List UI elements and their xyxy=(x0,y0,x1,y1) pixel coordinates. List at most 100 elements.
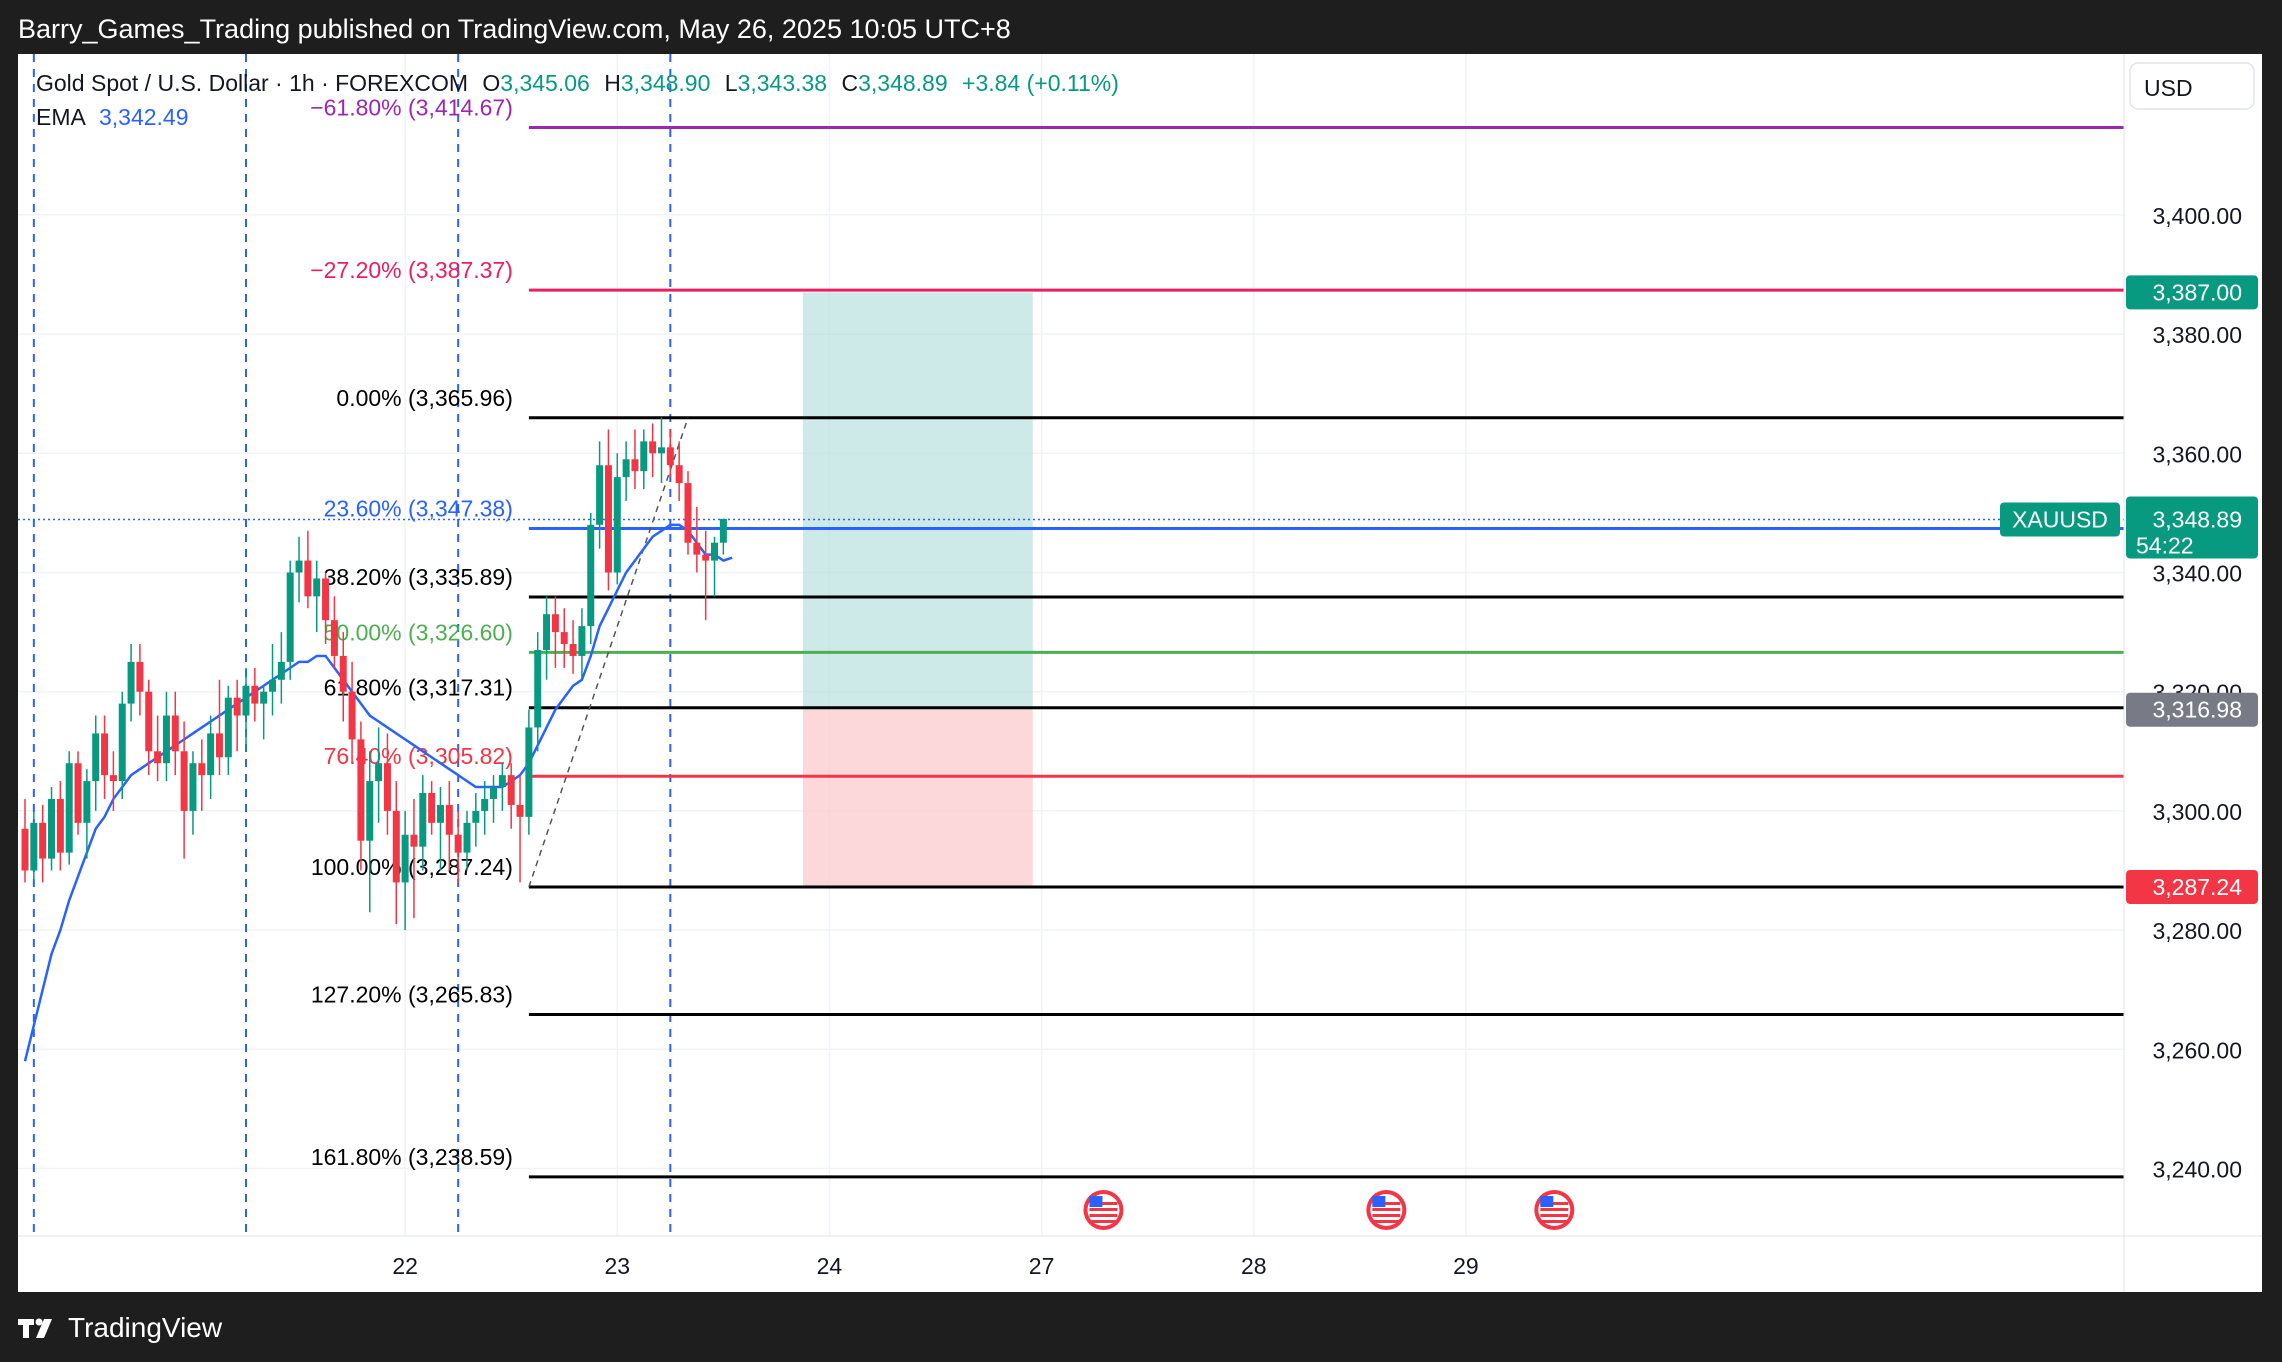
symbol-title[interactable]: Gold Spot / U.S. Dollar · 1h · FOREXCOM xyxy=(36,70,469,96)
candle[interactable] xyxy=(348,661,356,764)
candle[interactable] xyxy=(357,721,365,871)
candle[interactable] xyxy=(21,798,29,883)
symbol-tag[interactable]: XAUUSD xyxy=(2000,502,2120,537)
candle[interactable] xyxy=(162,691,170,782)
candle[interactable] xyxy=(233,679,241,752)
stop-zone[interactable] xyxy=(802,709,1033,887)
candle[interactable] xyxy=(180,721,188,859)
candle[interactable] xyxy=(30,810,38,883)
candle[interactable] xyxy=(242,667,250,752)
us-event-icon[interactable] xyxy=(1534,1190,1575,1230)
candle[interactable] xyxy=(445,781,453,871)
candle[interactable] xyxy=(569,620,577,674)
candle[interactable] xyxy=(322,572,330,645)
candle[interactable] xyxy=(74,751,82,835)
candle[interactable] xyxy=(154,715,162,782)
candle[interactable] xyxy=(454,810,462,883)
chart-frame[interactable]: −61.80% (3,414.67) −27.20% (3,387.37) 0.00… xyxy=(18,54,2262,1292)
candle[interactable] xyxy=(507,763,515,829)
candle[interactable] xyxy=(578,608,586,680)
price-tag[interactable]: 3,316.98 xyxy=(2126,692,2258,727)
candle[interactable] xyxy=(543,596,551,680)
fib-trend-line[interactable] xyxy=(528,417,689,888)
us-event-icon[interactable] xyxy=(1366,1190,1407,1230)
candle[interactable] xyxy=(675,441,683,501)
candle[interactable] xyxy=(136,644,144,716)
candle[interactable] xyxy=(551,596,559,668)
candle[interactable] xyxy=(224,685,232,776)
candle[interactable] xyxy=(428,781,436,835)
price-chart[interactable]: −61.80% (3,414.67) −27.20% (3,387.37) 0.00… xyxy=(18,54,2262,1292)
candle[interactable] xyxy=(693,506,701,573)
candle[interactable] xyxy=(392,781,400,925)
candle[interactable] xyxy=(622,441,630,501)
candle[interactable] xyxy=(215,679,223,776)
candle[interactable] xyxy=(207,715,215,799)
candle[interactable] xyxy=(375,727,383,823)
tradingview-brand[interactable]: TradingView xyxy=(18,1312,222,1344)
candle[interactable] xyxy=(366,751,374,913)
candle[interactable] xyxy=(313,560,321,633)
candle[interactable] xyxy=(472,793,480,847)
candle[interactable] xyxy=(560,608,568,668)
candle[interactable] xyxy=(295,536,303,603)
candle[interactable] xyxy=(436,787,444,871)
candle[interactable] xyxy=(92,715,100,811)
candle[interactable] xyxy=(127,644,135,722)
candle[interactable] xyxy=(666,429,674,478)
candle[interactable] xyxy=(83,769,91,859)
candle[interactable] xyxy=(490,775,498,823)
ema-line[interactable] xyxy=(23,523,733,1062)
candle[interactable] xyxy=(657,417,665,484)
fibonacci-tool[interactable]: −61.80% (3,414.67) −27.20% (3,387.37) 0.00… xyxy=(310,94,2124,1179)
candle[interactable] xyxy=(109,751,117,811)
candle[interactable] xyxy=(189,751,197,835)
candle[interactable] xyxy=(118,691,126,799)
candle[interactable] xyxy=(304,530,312,609)
candle[interactable] xyxy=(383,733,391,835)
target-zone[interactable] xyxy=(802,292,1033,710)
candle[interactable] xyxy=(516,775,524,883)
candle[interactable] xyxy=(339,632,347,722)
candle[interactable] xyxy=(719,518,727,555)
candle[interactable] xyxy=(65,751,73,865)
candle[interactable] xyxy=(410,798,418,919)
candle[interactable] xyxy=(330,596,338,668)
us-event-icon[interactable] xyxy=(1083,1190,1124,1230)
candle[interactable] xyxy=(145,679,153,776)
candle[interactable] xyxy=(260,685,268,740)
candle[interactable] xyxy=(631,429,639,490)
candle[interactable] xyxy=(198,739,206,811)
candle[interactable] xyxy=(711,536,719,597)
candle[interactable] xyxy=(401,810,409,931)
time-axis[interactable]: 22 23 24 27 28 29 xyxy=(392,1253,1478,1279)
candle[interactable] xyxy=(39,804,47,883)
candle[interactable] xyxy=(613,453,621,585)
candle[interactable] xyxy=(702,530,710,621)
candle[interactable] xyxy=(463,810,471,871)
candle[interactable] xyxy=(171,691,179,776)
candle[interactable] xyxy=(525,709,533,835)
candle[interactable] xyxy=(596,441,604,549)
price-tag[interactable]: 3,387.00 xyxy=(2126,275,2258,310)
candle[interactable] xyxy=(649,423,657,478)
candle[interactable] xyxy=(251,667,259,722)
candle[interactable] xyxy=(269,644,277,716)
candle[interactable] xyxy=(604,429,612,591)
price-axis[interactable]: USD3,240.003,260.003,280.003,300.003,320… xyxy=(18,54,2262,1292)
price-tag[interactable]: 3,287.24 xyxy=(2126,869,2258,904)
currency-button[interactable]: USD xyxy=(2129,62,2255,110)
candle[interactable] xyxy=(419,775,427,871)
candle[interactable] xyxy=(101,715,109,799)
candle[interactable] xyxy=(684,471,692,555)
candle[interactable] xyxy=(48,787,56,871)
candle[interactable] xyxy=(286,560,294,680)
candle[interactable] xyxy=(498,763,506,811)
candle[interactable] xyxy=(640,429,648,490)
candle[interactable] xyxy=(277,632,285,704)
candle[interactable] xyxy=(534,632,542,752)
ema-legend[interactable]: EMA 3,342.49 xyxy=(36,104,189,131)
candle[interactable] xyxy=(481,781,489,835)
candle[interactable] xyxy=(587,512,595,645)
